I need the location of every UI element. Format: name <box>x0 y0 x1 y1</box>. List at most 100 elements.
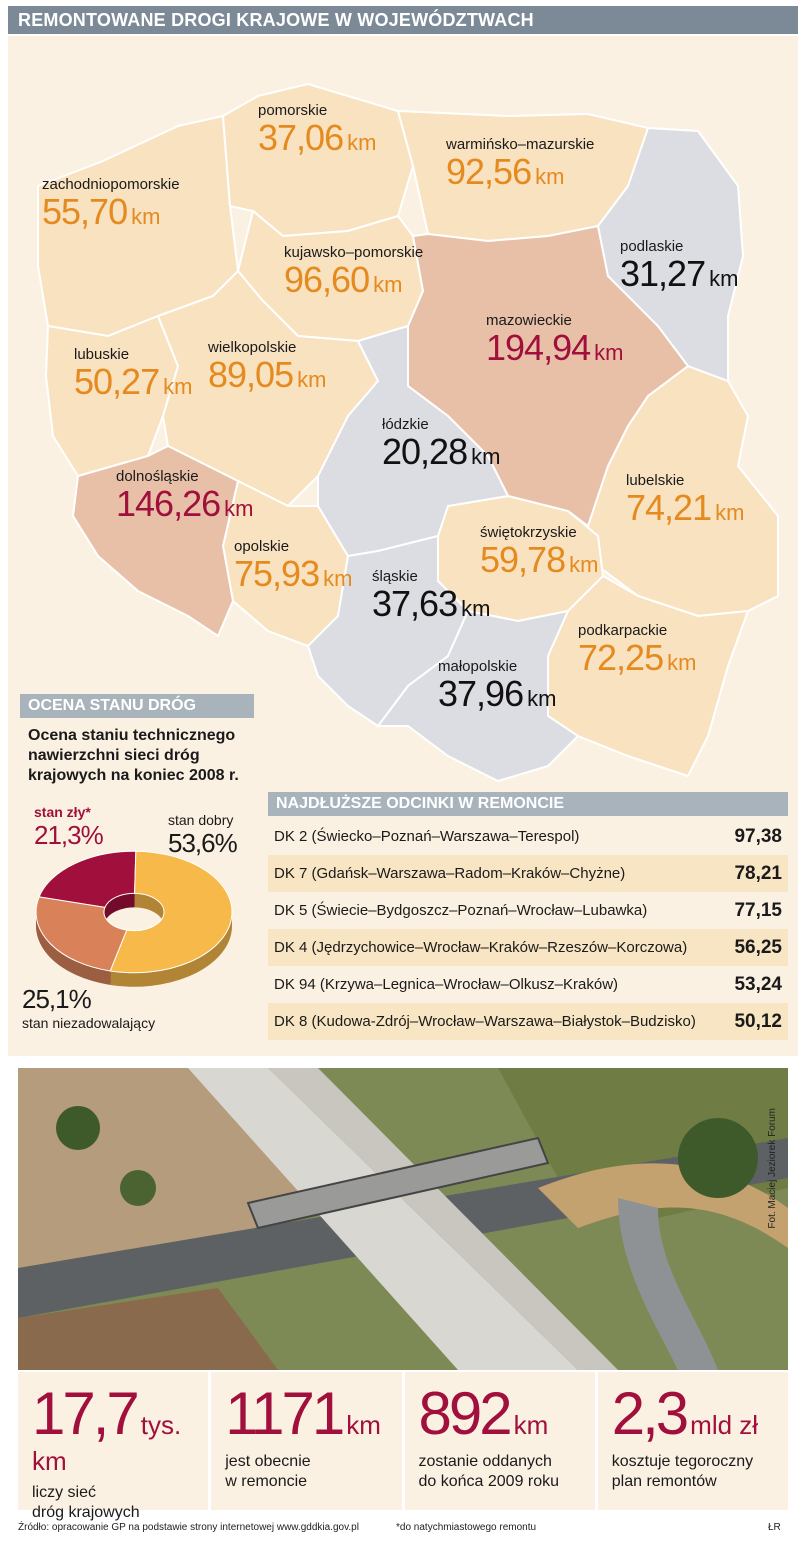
region-kujawsko: kujawsko–pomorskie 96,60 km <box>284 244 423 299</box>
stat-unit: km <box>346 1410 381 1440</box>
region-unit: km <box>163 374 193 399</box>
footnote: *do natychmiastowego remontu <box>396 1522 537 1533</box>
region-podkarpackie: podkarpackie 72,25 km <box>578 622 696 677</box>
region-lodzkie: łódzkie 20,28 km <box>382 416 500 471</box>
region-unit: km <box>297 367 327 392</box>
region-unit: km <box>709 266 739 291</box>
region-value: 37,06 <box>258 117 344 158</box>
region-slaskie: śląskie 37,63 km <box>372 568 490 623</box>
region-lubelskie: lubelskie 74,21 km <box>626 472 744 527</box>
stat-unit: mld zł <box>690 1410 759 1440</box>
road-length: 50,12 <box>734 1010 782 1032</box>
region-podlaskie: podlaskie 31,27 km <box>620 238 738 293</box>
region-shape-dolnoslaskie <box>71 444 240 638</box>
photo-credit: Fot. Maciej Jeziorek Forum <box>767 1108 778 1229</box>
pie-label-bad: stan zły* 21,3% <box>34 804 104 851</box>
region-name: podkarpackie <box>578 622 668 639</box>
road-length: 78,21 <box>734 862 782 884</box>
region-name: opolskie <box>234 538 290 555</box>
region-value: 72,25 <box>578 637 664 678</box>
road-length: 53,24 <box>734 973 782 995</box>
region-unit: km <box>667 650 697 675</box>
pie-label-name: stan zły* <box>34 804 91 820</box>
stat-unit: tys. km <box>32 1410 182 1476</box>
poland-map <box>37 82 779 783</box>
pie-caption: Ocena staniu technicznego nawierzchni si… <box>28 727 239 784</box>
stat-desc-2: w remoncie <box>225 1473 308 1490</box>
stat-desc-1: zostanie oddanych <box>418 1453 552 1470</box>
road-length: 77,15 <box>734 899 782 921</box>
road-name: DK 2 (Świecko–Poznań–Warszawa–Terespol) <box>274 828 580 845</box>
stat-network: 17,7 tys. km liczy sieć dróg krajowych <box>18 1372 208 1522</box>
stat-value: 1171 <box>225 1380 345 1447</box>
stat-value: 2,3 <box>611 1380 689 1447</box>
aerial-photo: Fot. Maciej Jeziorek Forum <box>18 1068 788 1370</box>
region-value: 50,27 <box>74 361 160 402</box>
region-unit: km <box>323 566 353 591</box>
region-wielkopolskie: wielkopolskie 89,05 km <box>208 339 326 394</box>
region-warminsko: warmińsko–mazurskie 92,56 km <box>446 136 594 191</box>
road-name: DK 5 (Świecie–Bydgoszcz–Poznań–Wrocław–L… <box>274 902 648 919</box>
road-length: 56,25 <box>734 936 782 958</box>
pie-slice-stan-dobry <box>109 850 233 974</box>
author-sign: ŁR <box>768 1522 781 1533</box>
region-name: łódzkie <box>382 416 429 433</box>
source-note: Źródło: opracowanie GP na podstawie stro… <box>18 1522 359 1533</box>
region-name: lubelskie <box>626 472 685 489</box>
stat-desc-1: kosztuje tegoroczny <box>611 1453 754 1470</box>
region-value: 55,70 <box>42 191 128 232</box>
region-unit: km <box>224 496 254 521</box>
road-construction-illustration <box>18 1068 788 1370</box>
region-name: pomorskie <box>258 102 328 119</box>
stat-completed: 892 km zostanie oddanych do końca 2009 ro… <box>401 1372 595 1510</box>
region-unit: km <box>535 164 565 189</box>
pie-slice-stan-niezadowalaj-cy <box>35 896 128 972</box>
road-name: DK 4 (Jędrzychowice–Wrocław–Kraków–Rzesz… <box>274 939 688 956</box>
stat-desc-2: dróg krajowych <box>32 1504 140 1521</box>
region-unit: km <box>461 596 491 621</box>
region-value: 89,05 <box>208 354 294 395</box>
region-shape-lubuskie <box>44 314 180 478</box>
region-dolnoslaskie: dolnośląskie 146,26 km <box>116 468 253 523</box>
pie-chart <box>35 850 233 987</box>
region-unit: km <box>131 204 161 229</box>
assessment-header: OCENA STANU DRÓG <box>20 694 254 718</box>
region-name: świętokrzyskie <box>480 524 577 541</box>
region-value: 92,56 <box>446 151 532 192</box>
map-panel: pomorskie 37,06 km warmińsko–mazurskie 92… <box>8 36 798 1056</box>
pie-slice-stan-z-y- <box>38 850 137 908</box>
stat-in-repair: 1171 km jest obecnie w remoncie <box>208 1372 401 1510</box>
pie-label-value: 53,6% <box>168 828 238 858</box>
table-row: DK 7 (Gdańsk–Warszawa–Radom–Kraków–Chyżn… <box>268 855 788 892</box>
pie-label-value: 25,1% <box>22 984 92 1014</box>
region-value: 31,27 <box>620 253 706 294</box>
pie-label-poor: 25,1% stan niezadowalający <box>22 984 155 1031</box>
region-value: 96,60 <box>284 259 370 300</box>
region-value: 146,26 <box>116 483 221 524</box>
page-title: REMONTOWANE DROGI KRAJOWE W WOJEWÓDZTWAC… <box>8 6 798 34</box>
region-value: 194,94 <box>486 327 591 368</box>
region-shape-podlaskie <box>596 126 745 383</box>
region-malopolskie: małopolskie 37,96 km <box>438 658 556 713</box>
region-name: śląskie <box>372 568 418 585</box>
region-shape-malopolskie <box>376 609 580 783</box>
stat-unit: km <box>513 1410 549 1440</box>
region-name: dolnośląskie <box>116 468 199 485</box>
region-name: lubuskie <box>74 346 130 363</box>
region-name: wielkopolskie <box>208 339 297 356</box>
road-name: DK 94 (Krzywa–Legnica–Wrocław–Olkusz–Kra… <box>274 976 619 993</box>
stat-desc-1: jest obecnie <box>225 1453 311 1470</box>
region-value: 37,63 <box>372 583 458 624</box>
pie-label-name: stan dobry <box>168 812 234 828</box>
region-value: 74,21 <box>626 487 712 528</box>
roads-table: DK 2 (Świecko–Poznań–Warszawa–Terespol) 9… <box>268 818 788 1040</box>
pie-label-value: 21,3% <box>34 820 104 850</box>
region-name: małopolskie <box>438 658 518 675</box>
stat-desc-1: liczy sieć <box>32 1484 97 1501</box>
table-row: DK 5 (Świecie–Bydgoszcz–Poznań–Wrocław–L… <box>268 892 788 929</box>
pie-label-good: stan dobry 53,6% <box>168 812 238 859</box>
region-name: zachodniopomorskie <box>42 176 180 193</box>
region-opolskie: opolskie 75,93 km <box>234 538 352 593</box>
region-name: warmińsko–mazurskie <box>446 136 595 153</box>
stat-cost: 2,3 mld zł kosztuje tegoroczny plan remon… <box>594 1372 788 1510</box>
